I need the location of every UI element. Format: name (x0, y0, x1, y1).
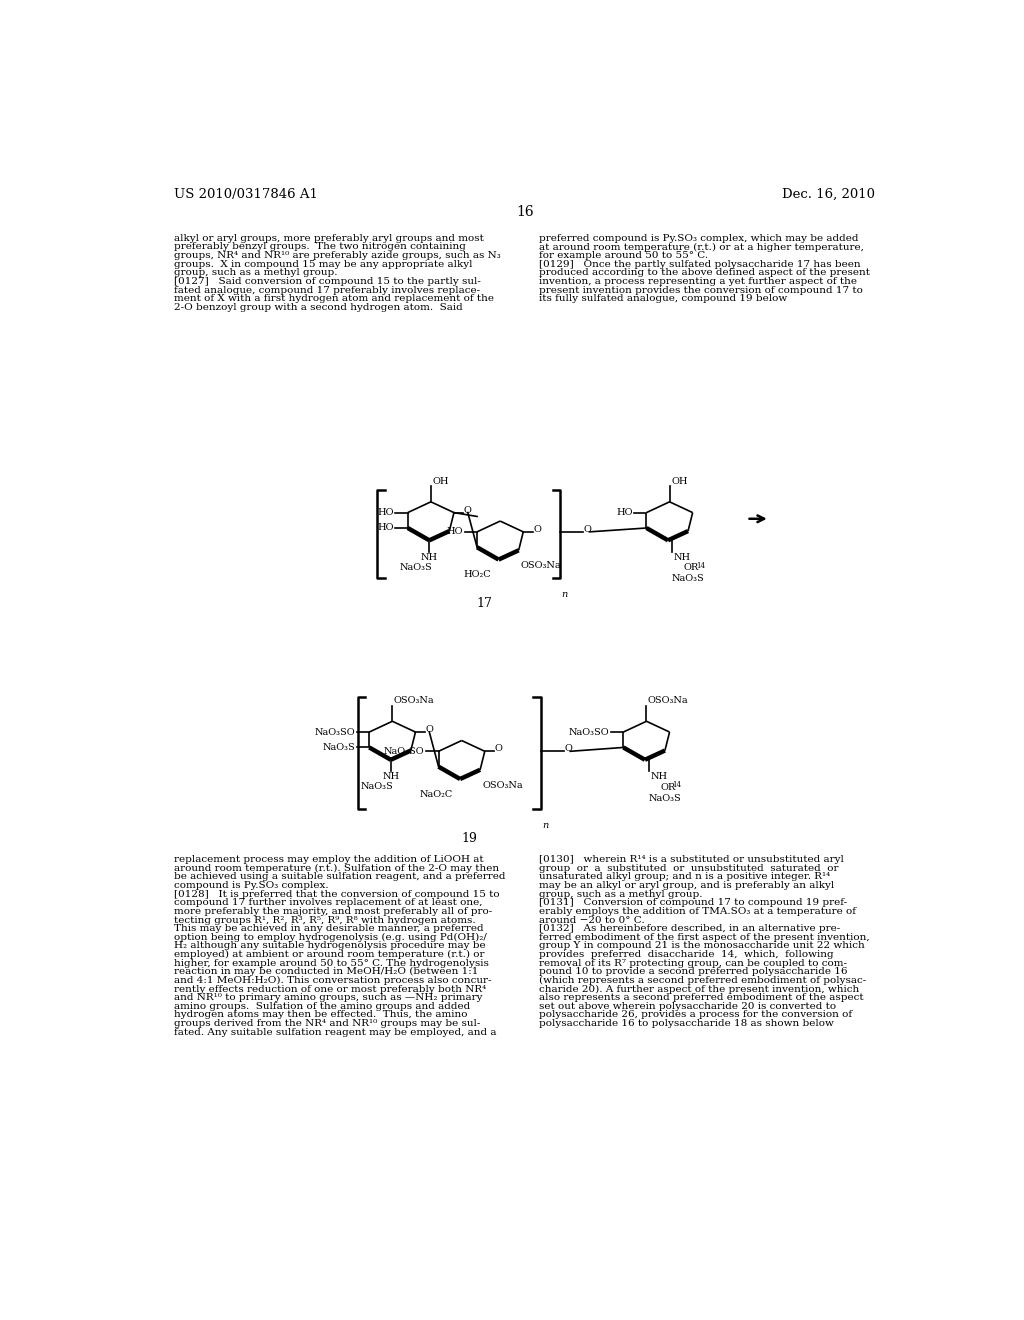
Text: HO: HO (446, 528, 463, 536)
Text: HO₂C: HO₂C (463, 570, 490, 579)
Text: around −20 to 0° C.: around −20 to 0° C. (539, 916, 644, 924)
Text: This may be achieved in any desirable manner, a preferred: This may be achieved in any desirable ma… (174, 924, 484, 933)
Text: NaO₃S: NaO₃S (399, 562, 432, 572)
Text: [0129]   Once the partly sulfated polysaccharide 17 has been: [0129] Once the partly sulfated polysacc… (539, 260, 860, 269)
Text: O: O (464, 506, 472, 515)
Text: amino groups.  Sulfation of the amino groups and added: amino groups. Sulfation of the amino gro… (174, 1002, 471, 1011)
Text: may be an alkyl or aryl group, and is preferably an alkyl: may be an alkyl or aryl group, and is pr… (539, 882, 834, 890)
Text: O: O (584, 525, 591, 535)
Text: replacement process may employ the addition of LiOOH at: replacement process may employ the addit… (174, 855, 484, 865)
Text: provides  preferred  disaccharide  14,  which,  following: provides preferred disaccharide 14, whic… (539, 950, 834, 960)
Text: NH: NH (382, 772, 399, 781)
Text: O: O (425, 725, 433, 734)
Text: NaO₂C: NaO₂C (419, 789, 453, 799)
Text: NaO₃SO: NaO₃SO (569, 727, 609, 737)
Text: [0132]   As hereinbefore described, in an alternative pre-: [0132] As hereinbefore described, in an … (539, 924, 840, 933)
Text: HO: HO (378, 508, 394, 517)
Text: hydrogen atoms may then be effected.  Thus, the amino: hydrogen atoms may then be effected. Thu… (174, 1011, 468, 1019)
Text: alkyl or aryl groups, more preferably aryl groups and most: alkyl or aryl groups, more preferably ar… (174, 234, 484, 243)
Text: option being to employ hydrogenolysis (e.g. using Pd(OH)₂/: option being to employ hydrogenolysis (e… (174, 933, 487, 942)
Text: at around room temperature (r.t.) or at a higher temperature,: at around room temperature (r.t.) or at … (539, 243, 863, 252)
Text: [0131]   Conversion of compound 17 to compound 19 pref-: [0131] Conversion of compound 17 to comp… (539, 899, 847, 907)
Text: NaO₃S: NaO₃S (360, 781, 393, 791)
Text: HO: HO (378, 524, 394, 532)
Text: O: O (495, 744, 503, 754)
Text: n: n (562, 590, 568, 599)
Text: 17: 17 (477, 598, 493, 610)
Text: OR: OR (660, 783, 676, 792)
Text: group, such as a methyl group.: group, such as a methyl group. (539, 890, 702, 899)
Text: group  or  a  substituted  or  unsubstituted  saturated  or: group or a substituted or unsubstituted … (539, 863, 839, 873)
Text: NaO₃S: NaO₃S (323, 743, 355, 752)
Text: OSO₃Na: OSO₃Na (648, 696, 688, 705)
Text: H₂ although any suitable hydrogenolysis procedure may be: H₂ although any suitable hydrogenolysis … (174, 941, 486, 950)
Text: unsaturated alkyl group; and n is a positive integer. R¹⁴: unsaturated alkyl group; and n is a posi… (539, 873, 829, 882)
Text: set out above wherein polysaccharide 20 is converted to: set out above wherein polysaccharide 20 … (539, 1002, 836, 1011)
Text: 14: 14 (673, 781, 682, 789)
Text: more preferably the majority, and most preferably all of pro-: more preferably the majority, and most p… (174, 907, 493, 916)
Text: tecting groups R¹, R², R³, R⁵, R⁹, R⁸ with hydrogen atoms.: tecting groups R¹, R², R³, R⁵, R⁹, R⁸ wi… (174, 916, 476, 924)
Text: NaO₃SO: NaO₃SO (384, 747, 425, 756)
Text: NaO₃S: NaO₃S (649, 793, 682, 803)
Text: invention, a process representing a yet further aspect of the: invention, a process representing a yet … (539, 277, 857, 286)
Text: fated analogue, compound 17 preferably involves replace-: fated analogue, compound 17 preferably i… (174, 285, 480, 294)
Text: [0127]   Said conversion of compound 15 to the partly sul-: [0127] Said conversion of compound 15 to… (174, 277, 481, 286)
Text: groups derived from the NR⁴ and NR¹⁰ groups may be sul-: groups derived from the NR⁴ and NR¹⁰ gro… (174, 1019, 481, 1028)
Text: present invention provides the conversion of compound 17 to: present invention provides the conversio… (539, 285, 862, 294)
Text: OR: OR (683, 564, 698, 573)
Text: OSO₃Na: OSO₃Na (521, 561, 561, 570)
Text: O: O (564, 744, 572, 754)
Text: produced according to the above defined aspect of the present: produced according to the above defined … (539, 268, 869, 277)
Text: for example around 50 to 55° C.: for example around 50 to 55° C. (539, 251, 708, 260)
Text: NH: NH (674, 553, 690, 561)
Text: US 2010/0317846 A1: US 2010/0317846 A1 (174, 187, 318, 201)
Text: compound is Py.SO₃ complex.: compound is Py.SO₃ complex. (174, 882, 329, 890)
Text: (which represents a second preferred embodiment of polysac-: (which represents a second preferred emb… (539, 975, 866, 985)
Text: polysaccharide 26, provides a process for the conversion of: polysaccharide 26, provides a process fo… (539, 1011, 852, 1019)
Text: [0128]   It is preferred that the conversion of compound 15 to: [0128] It is preferred that the conversi… (174, 890, 500, 899)
Text: 19: 19 (462, 832, 477, 845)
Text: preferred compound is Py.SO₃ complex, which may be added: preferred compound is Py.SO₃ complex, wh… (539, 234, 858, 243)
Text: OSO₃Na: OSO₃Na (394, 696, 434, 705)
Text: and NR¹⁰ to primary amino groups, such as —NH₂ primary: and NR¹⁰ to primary amino groups, such a… (174, 993, 483, 1002)
Text: NaO₃S: NaO₃S (672, 574, 705, 583)
Text: also represents a second preferred embodiment of the aspect: also represents a second preferred embod… (539, 993, 863, 1002)
Text: be achieved using a suitable sulfation reagent, and a preferred: be achieved using a suitable sulfation r… (174, 873, 506, 882)
Text: OH: OH (432, 477, 449, 486)
Text: employed) at ambient or around room temperature (r.t.) or: employed) at ambient or around room temp… (174, 950, 485, 960)
Text: 14: 14 (695, 562, 705, 570)
Text: removal of its R⁷ protecting group, can be coupled to com-: removal of its R⁷ protecting group, can … (539, 958, 847, 968)
Text: groups.  X in compound 15 may be any appropriate alkyl: groups. X in compound 15 may be any appr… (174, 260, 473, 269)
Text: group Y in compound 21 is the monosaccharide unit 22 which: group Y in compound 21 is the monosaccha… (539, 941, 864, 950)
Text: O: O (534, 525, 541, 535)
Text: preferably benzyl groups.  The two nitrogen containing: preferably benzyl groups. The two nitrog… (174, 243, 466, 252)
Text: group, such as a methyl group.: group, such as a methyl group. (174, 268, 338, 277)
Text: OH: OH (671, 477, 687, 486)
Text: reaction in may be conducted in MeOH/H₂O (between 1:1: reaction in may be conducted in MeOH/H₂O… (174, 968, 479, 977)
Text: NH: NH (650, 772, 668, 781)
Text: charide 20). A further aspect of the present invention, which: charide 20). A further aspect of the pre… (539, 985, 859, 994)
Text: rently effects reduction of one or most preferably both NR⁴: rently effects reduction of one or most … (174, 985, 486, 994)
Text: 2-O benzoyl group with a second hydrogen atom.  Said: 2-O benzoyl group with a second hydrogen… (174, 302, 463, 312)
Text: n: n (543, 821, 549, 830)
Text: and 4:1 MeOH:H₂O). This conversation process also concur-: and 4:1 MeOH:H₂O). This conversation pro… (174, 975, 492, 985)
Text: ferred embodiment of the first aspect of the present invention,: ferred embodiment of the first aspect of… (539, 933, 869, 942)
Text: groups, NR⁴ and NR¹⁰ are preferably azide groups, such as N₃: groups, NR⁴ and NR¹⁰ are preferably azid… (174, 251, 501, 260)
Text: its fully sulfated analogue, compound 19 below: its fully sulfated analogue, compound 19… (539, 294, 786, 304)
Text: 16: 16 (516, 205, 534, 219)
Text: HO: HO (616, 508, 633, 517)
Text: fated. Any suitable sulfation reagent may be employed, and a: fated. Any suitable sulfation reagent ma… (174, 1028, 497, 1036)
Text: polysaccharide 16 to polysaccharide 18 as shown below: polysaccharide 16 to polysaccharide 18 a… (539, 1019, 834, 1028)
Text: NH: NH (421, 553, 438, 561)
Text: higher, for example around 50 to 55° C. The hydrogenolysis: higher, for example around 50 to 55° C. … (174, 958, 489, 968)
Text: [0130]   wherein R¹⁴ is a substituted or unsubstituted aryl: [0130] wherein R¹⁴ is a substituted or u… (539, 855, 844, 865)
Text: compound 17 further involves replacement of at least one,: compound 17 further involves replacement… (174, 899, 483, 907)
Text: erably employs the addition of TMA.SO₃ at a temperature of: erably employs the addition of TMA.SO₃ a… (539, 907, 856, 916)
Text: Dec. 16, 2010: Dec. 16, 2010 (782, 187, 876, 201)
Text: pound 10 to provide a second preferred polysaccharide 16: pound 10 to provide a second preferred p… (539, 968, 847, 977)
Text: NaO₃SO: NaO₃SO (314, 727, 355, 737)
Text: ment of X with a first hydrogen atom and replacement of the: ment of X with a first hydrogen atom and… (174, 294, 495, 304)
Text: OSO₃Na: OSO₃Na (482, 780, 523, 789)
Text: around room temperature (r.t.). Sulfation of the 2-O may then: around room temperature (r.t.). Sulfatio… (174, 863, 500, 873)
